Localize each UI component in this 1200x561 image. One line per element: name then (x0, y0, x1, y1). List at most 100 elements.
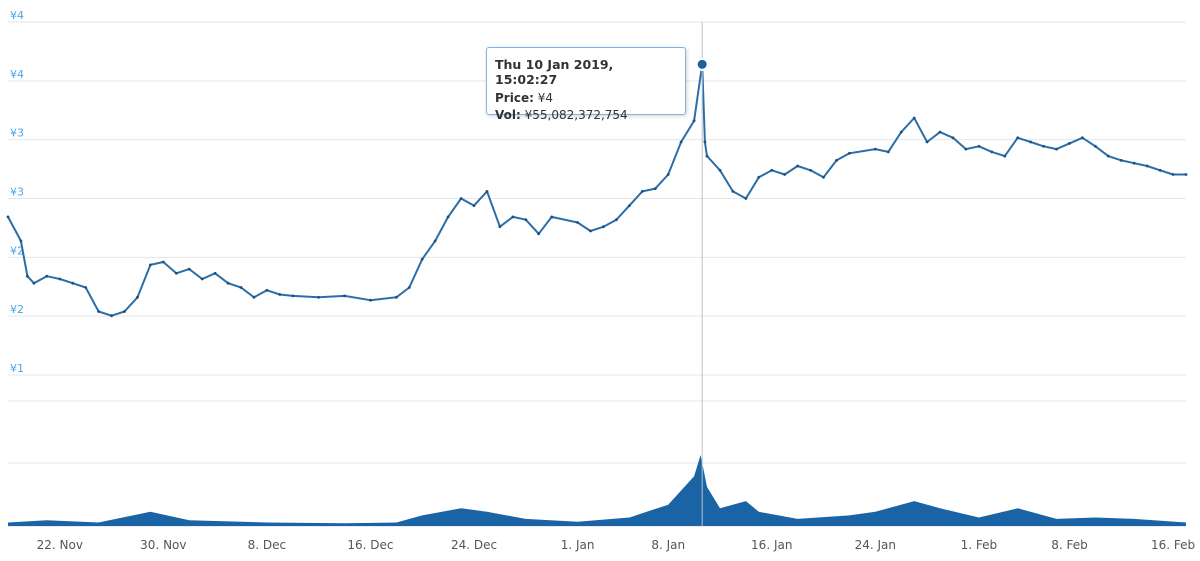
price-point (26, 274, 29, 278)
price-point (239, 286, 243, 289)
price-point (744, 197, 748, 200)
price-point (407, 286, 411, 289)
price-point (110, 314, 113, 318)
price-point (32, 281, 36, 285)
volume-series (8, 455, 1186, 526)
price-point (369, 298, 372, 302)
price-point (679, 140, 683, 144)
price-point (1003, 154, 1007, 158)
price-point (576, 221, 579, 224)
price-point (951, 136, 955, 140)
price-point (822, 175, 825, 179)
tooltip-price-row: Price: ¥4 (495, 90, 677, 107)
price-point (485, 190, 489, 193)
price-point (1158, 168, 1162, 172)
price-point (1119, 159, 1123, 162)
data-tooltip: Thu 10 Jan 2019, 15:02:27 Price: ¥4 Vol:… (486, 47, 686, 122)
price-point (964, 147, 968, 151)
price-y-axis-labels: ¥4 ¥4 ¥3 ¥3 ¥2 ¥2 ¥1 (10, 9, 24, 375)
price-point (589, 229, 592, 233)
x-tick-label: 16. Jan (751, 538, 792, 552)
price-y-tick-label: ¥2 (10, 244, 24, 257)
price-point (161, 260, 165, 264)
tooltip-date: Thu 10 Jan 2019, 15:02:27 (495, 57, 614, 87)
price-point (977, 144, 981, 148)
x-tick-label: 24. Dec (451, 538, 497, 552)
x-tick-label: 30. Nov (140, 538, 186, 552)
price-point (511, 215, 515, 219)
price-point (835, 159, 838, 162)
price-point (692, 119, 696, 123)
price-point (278, 293, 282, 296)
price-point (1068, 142, 1071, 145)
price-point (187, 267, 191, 271)
price-point (420, 257, 424, 261)
volume-area (8, 455, 1186, 526)
price-point (718, 168, 722, 172)
price-point (136, 295, 139, 299)
price-y-tick-label: ¥3 (10, 127, 24, 140)
price-point (615, 218, 618, 222)
price-point (174, 271, 178, 275)
price-point (1081, 136, 1084, 140)
x-tick-label: 1. Jan (561, 538, 595, 552)
price-point (472, 204, 476, 208)
price-point (757, 175, 761, 179)
price-point (653, 187, 657, 191)
price-point (602, 225, 605, 229)
price-point (200, 277, 204, 281)
price-point (990, 150, 994, 154)
price-point (899, 130, 903, 134)
price-point (265, 288, 269, 292)
price-point (1132, 161, 1136, 165)
price-point (796, 164, 799, 168)
price-point (433, 239, 437, 243)
price-point (731, 190, 735, 193)
price-point (213, 271, 217, 275)
price-point (1145, 164, 1149, 168)
price-point (291, 294, 295, 298)
price-point (343, 294, 346, 298)
price-point (446, 215, 450, 219)
x-tick-label: 8. Feb (1051, 538, 1088, 552)
tooltip-vol-row: Vol: ¥55,082,372,754 (495, 107, 677, 124)
x-tick-label: 24. Jan (855, 538, 896, 552)
price-point (848, 151, 851, 155)
price-y-tick-label: ¥2 (10, 303, 24, 316)
tooltip-vol-value: ¥55,082,372,754 (524, 108, 628, 122)
price-point (873, 147, 877, 151)
price-y-tick-label: ¥3 (10, 186, 24, 199)
price-point (1029, 140, 1033, 144)
price-point (226, 281, 230, 285)
price-point (1016, 136, 1020, 140)
price-point (705, 154, 709, 158)
price-point (123, 310, 126, 313)
price-point (149, 263, 152, 267)
price-point (1106, 154, 1110, 158)
price-point (524, 218, 528, 222)
tooltip-vol-label: Vol: (495, 108, 521, 122)
price-series (6, 63, 1188, 318)
price-point (395, 295, 398, 299)
price-point (537, 232, 541, 236)
x-tick-label: 8. Jan (651, 538, 685, 552)
price-point (84, 286, 88, 289)
price-point (912, 116, 916, 120)
price-y-tick-label: ¥4 (10, 9, 24, 22)
price-point (703, 140, 707, 144)
hover-marker (695, 57, 709, 71)
x-tick-label: 1. Feb (961, 538, 998, 552)
price-point (783, 173, 787, 176)
price-point (498, 225, 502, 229)
x-tick-label: 8. Dec (248, 538, 286, 552)
price-point (550, 215, 554, 219)
price-point (97, 310, 100, 313)
price-point (809, 168, 812, 172)
price-point (252, 295, 256, 299)
x-tick-label: 16. Dec (347, 538, 393, 552)
tooltip-price-value: ¥4 (537, 91, 553, 105)
price-point (58, 277, 62, 281)
price-point (317, 295, 321, 299)
price-point (886, 150, 890, 154)
price-point (925, 140, 929, 144)
